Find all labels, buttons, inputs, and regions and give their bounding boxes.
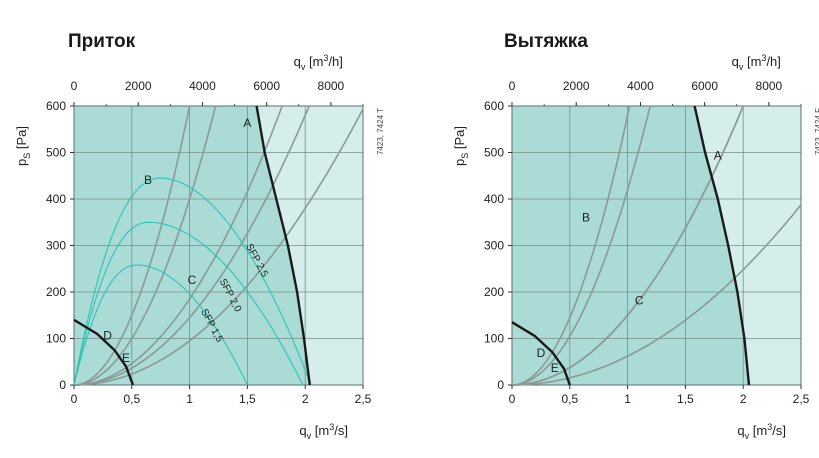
fan-curve-2 xyxy=(511,321,571,386)
y-tick-label: 100 xyxy=(484,332,504,346)
chart-panel-2: A B C DE 0 0,5 1 1,5 2 2,5 0 2000 4000 6000 8000 0 100 20… xyxy=(452,31,819,441)
figure-code-note: 7423, 7424 F xyxy=(814,108,819,155)
system-curve-a xyxy=(74,105,283,386)
sfp-curve-3 xyxy=(73,264,248,386)
curve-label-d: D xyxy=(537,346,546,360)
x-tick-label: 2,5 xyxy=(355,392,372,406)
x-tick-label: 1 xyxy=(624,392,631,406)
y-tick-label: 100 xyxy=(46,332,66,346)
y-tick-label: 0 xyxy=(497,378,504,392)
y-tick-label: 200 xyxy=(484,285,504,299)
fan-curve-1 xyxy=(693,105,751,386)
x-tick-label: 1,5 xyxy=(239,392,256,406)
x-tick-label: 2 xyxy=(302,392,309,406)
fan-curve-2 xyxy=(73,318,135,386)
y-tick-label: 300 xyxy=(46,239,66,253)
x2-tick-label: 0 xyxy=(71,79,78,93)
x2-tick-label: 6000 xyxy=(691,79,718,93)
x-tick-label: 0 xyxy=(71,392,78,406)
x2-tick-label: 8000 xyxy=(756,79,783,93)
curve-label-d: D xyxy=(103,328,112,342)
fan-curve-1 xyxy=(255,105,311,386)
curve-label-c: C xyxy=(635,294,644,308)
x-tick-label: 0,5 xyxy=(123,392,140,406)
y-tick-label: 400 xyxy=(46,192,66,206)
x2-axis-label: qv [m3/h] xyxy=(732,53,781,72)
curve-label-e: E xyxy=(551,361,559,375)
y-tick-label: 300 xyxy=(484,239,504,253)
y-tick-label: 600 xyxy=(484,99,504,113)
x-axis-label: qv [m3/s] xyxy=(737,422,786,441)
system-curve-c xyxy=(512,204,802,386)
x-tick-label: 0 xyxy=(509,392,516,406)
y-tick-label: 500 xyxy=(484,146,504,160)
x2-tick-label: 4000 xyxy=(627,79,654,93)
y-tick-label: 200 xyxy=(46,285,66,299)
x2-tick-label: 0 xyxy=(509,79,516,93)
sfp-curve-1 xyxy=(73,177,312,386)
x2-tick-label: 8000 xyxy=(318,79,345,93)
y-tick-label: 400 xyxy=(484,192,504,206)
y-tick-label: 0 xyxy=(59,378,66,392)
system-curve-c xyxy=(74,108,364,386)
system-curve-e xyxy=(74,105,310,386)
system-curve-d xyxy=(74,105,217,386)
system-curve-b xyxy=(512,105,631,386)
y-axis-label: pS [Pa] xyxy=(452,126,470,166)
x-axis-label: qv [m3/s] xyxy=(299,422,348,441)
x-tick-label: 2,5 xyxy=(793,392,810,406)
system-curve-e xyxy=(512,105,744,386)
x2-tick-label: 6000 xyxy=(253,79,280,93)
curve-label-a: A xyxy=(243,116,251,130)
y-axis-label: pS [Pa] xyxy=(14,126,32,166)
y-tick-label: 600 xyxy=(46,99,66,113)
x2-tick-label: 4000 xyxy=(189,79,216,93)
x2-axis-label: qv [m3/h] xyxy=(294,53,343,72)
curve-label-a: A xyxy=(714,148,722,162)
y-tick-label: 500 xyxy=(46,146,66,160)
curve-label-b: B xyxy=(144,173,152,187)
system-curve-b xyxy=(74,105,191,386)
curve-label-b: B xyxy=(582,210,590,224)
x-tick-label: 1 xyxy=(186,392,193,406)
x-tick-label: 2 xyxy=(740,392,747,406)
chart-title: Приток xyxy=(68,31,136,52)
x-tick-label: 0,5 xyxy=(561,392,578,406)
system-curve-d xyxy=(512,105,651,386)
x2-tick-label: 2000 xyxy=(563,79,590,93)
x-tick-label: 1,5 xyxy=(677,392,694,406)
chart-title: Вытяжка xyxy=(504,31,588,52)
sfp-curve-2 xyxy=(73,221,304,386)
curve-label-c: C xyxy=(188,273,197,287)
figure-code-note: 7423, 7424 T xyxy=(376,108,385,155)
curve-label-e: E xyxy=(122,351,130,365)
x2-tick-label: 2000 xyxy=(125,79,152,93)
